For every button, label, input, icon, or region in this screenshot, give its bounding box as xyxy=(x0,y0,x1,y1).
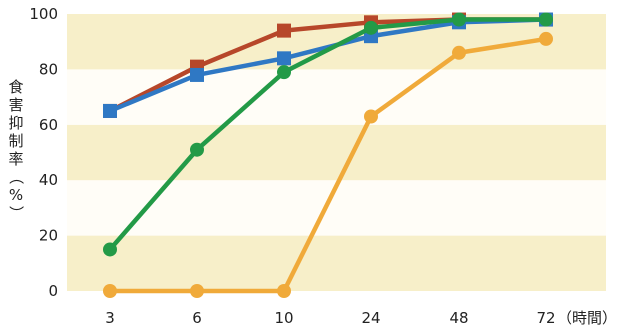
data-point xyxy=(103,284,117,298)
y-axis-label-char: ） xyxy=(7,205,25,220)
series-line xyxy=(107,17,549,252)
data-point xyxy=(190,142,204,157)
y-axis: 0 20 40 60 80 100 xyxy=(29,5,58,300)
y-tick-label: 0 xyxy=(48,282,58,300)
series xyxy=(103,31,553,298)
data-point xyxy=(190,67,204,82)
x-tick-label: 3 xyxy=(105,309,115,327)
data-point xyxy=(539,12,553,27)
x-tick-label: 6 xyxy=(192,309,202,327)
data-point xyxy=(277,65,291,80)
plot-background xyxy=(67,14,606,291)
y-tick-label: 20 xyxy=(39,227,58,245)
x-axis: 3 6 10 24 48 72 （時間） xyxy=(105,309,617,327)
y-tick-label: 80 xyxy=(39,60,58,78)
x-unit-label: （時間） xyxy=(557,309,617,327)
series-line xyxy=(107,36,549,294)
data-point xyxy=(364,20,378,35)
y-axis-label-char: % xyxy=(9,186,23,204)
series xyxy=(103,12,553,257)
y-axis-label-char: 率 xyxy=(8,150,23,168)
y-tick-label: 100 xyxy=(29,5,58,23)
x-tick-label: 48 xyxy=(449,309,468,327)
data-point xyxy=(190,284,204,298)
series-layer xyxy=(103,12,553,298)
y-axis-label-char: 抑 xyxy=(8,114,23,132)
y-axis-label-char: 食 xyxy=(8,78,23,96)
data-point xyxy=(364,109,378,124)
data-point xyxy=(277,23,291,38)
x-tick-label: 24 xyxy=(361,309,380,327)
background-band xyxy=(67,69,606,125)
background-band xyxy=(67,124,606,181)
data-point xyxy=(539,31,553,46)
data-point xyxy=(103,242,117,257)
y-axis-label-char: 害 xyxy=(8,96,23,114)
data-point xyxy=(103,103,117,118)
y-axis-label-char: （ xyxy=(7,169,25,184)
data-point xyxy=(452,45,466,60)
x-tick-label: 72 xyxy=(536,309,555,327)
y-tick-label: 60 xyxy=(39,116,58,134)
background-band xyxy=(67,235,606,291)
y-tick-label: 40 xyxy=(39,171,58,189)
data-point xyxy=(277,51,291,66)
data-point xyxy=(452,12,466,27)
y-axis-label-char: 制 xyxy=(8,132,23,150)
data-point xyxy=(277,284,291,298)
x-tick-label: 10 xyxy=(274,309,293,327)
series-line xyxy=(107,17,549,114)
